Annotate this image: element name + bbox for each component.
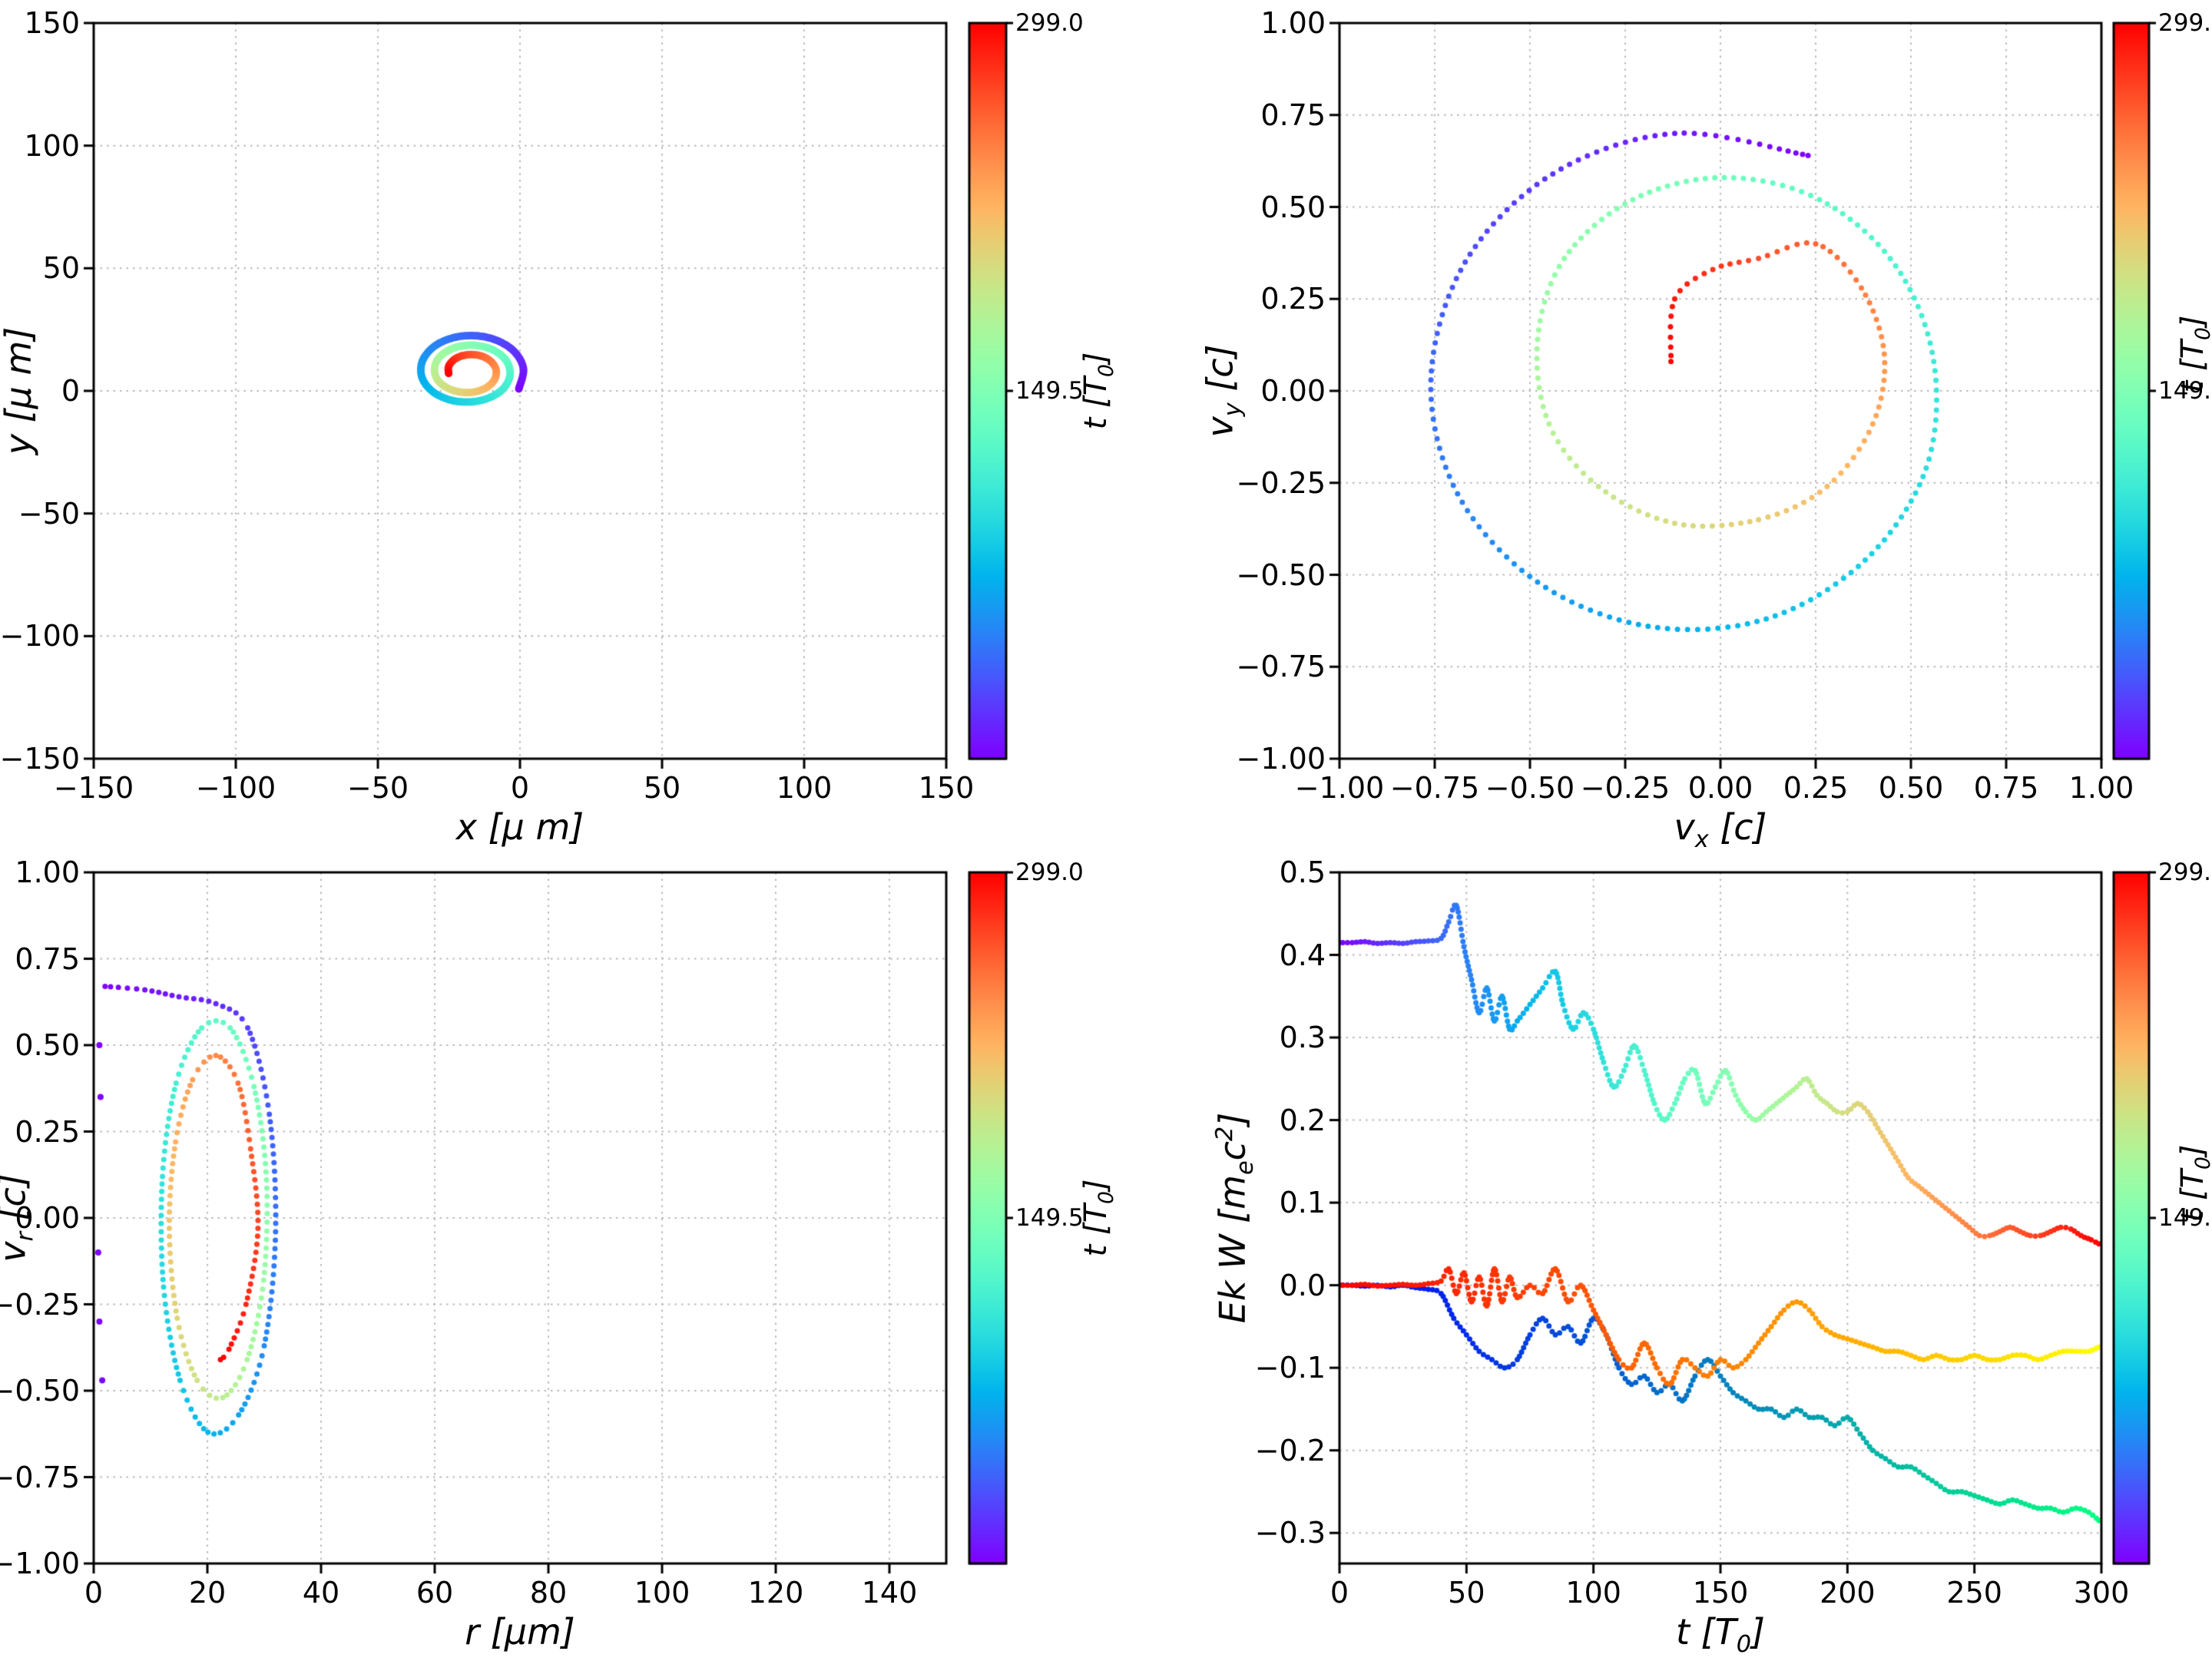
colorbar-tick-label: 149.5	[2158, 377, 2212, 405]
y-tick-label: 150	[24, 6, 80, 40]
y-tick-label: −100	[0, 619, 80, 654]
subplot-velocity-xy-xlabel: vx [c]	[1674, 806, 1767, 854]
x-tick-label: −100	[195, 771, 276, 805]
subplot-velocity-xy-ylabel: vy [c]	[1199, 344, 1247, 438]
subplot-r-vr-xlabel: r [μm]	[465, 1611, 575, 1653]
colorbar-tick-label: 149.5	[1015, 1204, 1084, 1232]
subplot-r-vr-colorbar-label: t [T0]	[1078, 1179, 1118, 1257]
y-tick-label: 0.75	[1260, 98, 1326, 132]
x-tick-label: −50	[346, 771, 409, 805]
y-tick-label: 100	[24, 128, 80, 163]
x-tick-label: −0.75	[1389, 771, 1480, 805]
x-tick-label: 100	[776, 771, 833, 805]
y-tick-label: −150	[0, 742, 80, 776]
y-tick-label: 0.4	[1279, 938, 1326, 972]
y-tick-label: −0.75	[1236, 650, 1326, 684]
x-tick-label: 0.25	[1783, 771, 1849, 805]
subplot-position-xy-xlabel: x [μ m]	[455, 806, 584, 848]
x-tick-label: −150	[53, 771, 134, 805]
y-tick-label: 1.00	[15, 855, 80, 889]
y-tick-label: −0.25	[0, 1287, 80, 1322]
y-tick-label: −0.75	[0, 1460, 80, 1494]
y-tick-label: −0.3	[1254, 1516, 1326, 1550]
y-tick-label: −1.00	[0, 1547, 80, 1580]
y-tick-label: 1.00	[1260, 6, 1326, 40]
colorbar-tick-label: 149.5	[1015, 377, 1084, 405]
y-tick-label: 0.3	[1279, 1021, 1326, 1055]
y-tick-label: −0.2	[1254, 1433, 1326, 1468]
colorbar-tick-label: 299.0	[2158, 9, 2212, 37]
x-tick-label: 120	[747, 1576, 804, 1610]
colorbar-tick-label: 299.0	[1015, 859, 1084, 886]
subplot-energy-time-ylabel: Ek W [mec2]	[1211, 1112, 1259, 1324]
x-tick-label: 0	[510, 771, 530, 805]
colorbar-tick-label: 149.5	[2158, 1204, 2212, 1232]
colorbar-tick-label: 299.0	[1015, 9, 1084, 37]
colorbar-tick-label: 299.0	[2158, 859, 2212, 886]
x-tick-label: 100	[634, 1576, 690, 1610]
subplot-energy-time-xlabel: t [T0]	[1676, 1611, 1765, 1659]
y-tick-label: 0.00	[15, 1201, 80, 1235]
y-tick-label: −0.50	[0, 1374, 80, 1408]
y-tick-label: 0.00	[1260, 374, 1326, 408]
x-tick-label: 40	[302, 1576, 340, 1610]
x-tick-label: −0.50	[1485, 771, 1575, 805]
subplot-position-xy-ylabel: y [μ m]	[0, 326, 39, 455]
x-tick-label: 0	[1330, 1576, 1349, 1610]
y-tick-label: −1.00	[1236, 742, 1326, 776]
x-tick-label: 50	[643, 771, 681, 805]
x-tick-label: 100	[1565, 1576, 1621, 1610]
x-tick-label: 0.75	[1973, 771, 2039, 805]
y-tick-label: 0.1	[1279, 1186, 1326, 1220]
y-tick-label: −0.1	[1254, 1351, 1326, 1385]
y-tick-label: −50	[18, 496, 80, 531]
x-tick-label: 80	[529, 1576, 568, 1610]
y-tick-label: 0.0	[1279, 1268, 1326, 1302]
y-tick-label: 0.50	[1260, 190, 1326, 224]
y-tick-label: 0.50	[15, 1028, 80, 1062]
x-tick-label: 0	[84, 1576, 104, 1610]
y-tick-label: 0.5	[1279, 855, 1326, 889]
subplot-position-xy-colorbar-label: t [T0]	[1078, 352, 1118, 430]
x-tick-label: 0.50	[1878, 771, 1944, 805]
x-tick-label: 150	[1692, 1576, 1749, 1610]
x-tick-label: −1.00	[1294, 771, 1385, 805]
y-tick-label: 0.75	[15, 941, 80, 976]
x-tick-label: 20	[188, 1576, 227, 1610]
y-tick-label: 0.25	[1260, 282, 1326, 316]
y-tick-label: 0.25	[15, 1114, 80, 1149]
y-tick-label: −0.25	[1236, 465, 1326, 500]
x-tick-label: 0.00	[1687, 771, 1753, 805]
x-tick-label: 150	[918, 771, 975, 805]
x-tick-label: 60	[416, 1576, 454, 1610]
y-tick-label: 50	[42, 251, 80, 286]
x-tick-label: 200	[1820, 1576, 1876, 1610]
x-tick-label: 250	[1946, 1576, 2002, 1610]
y-tick-label: 0.2	[1279, 1103, 1326, 1137]
x-tick-label: −0.25	[1580, 771, 1671, 805]
x-tick-label: 1.00	[2068, 771, 2134, 805]
x-tick-label: 50	[1448, 1576, 1485, 1610]
x-tick-label: 300	[2073, 1576, 2130, 1610]
x-tick-label: 140	[861, 1576, 918, 1610]
y-tick-label: −0.50	[1236, 558, 1326, 592]
y-tick-label: 0	[61, 374, 80, 408]
